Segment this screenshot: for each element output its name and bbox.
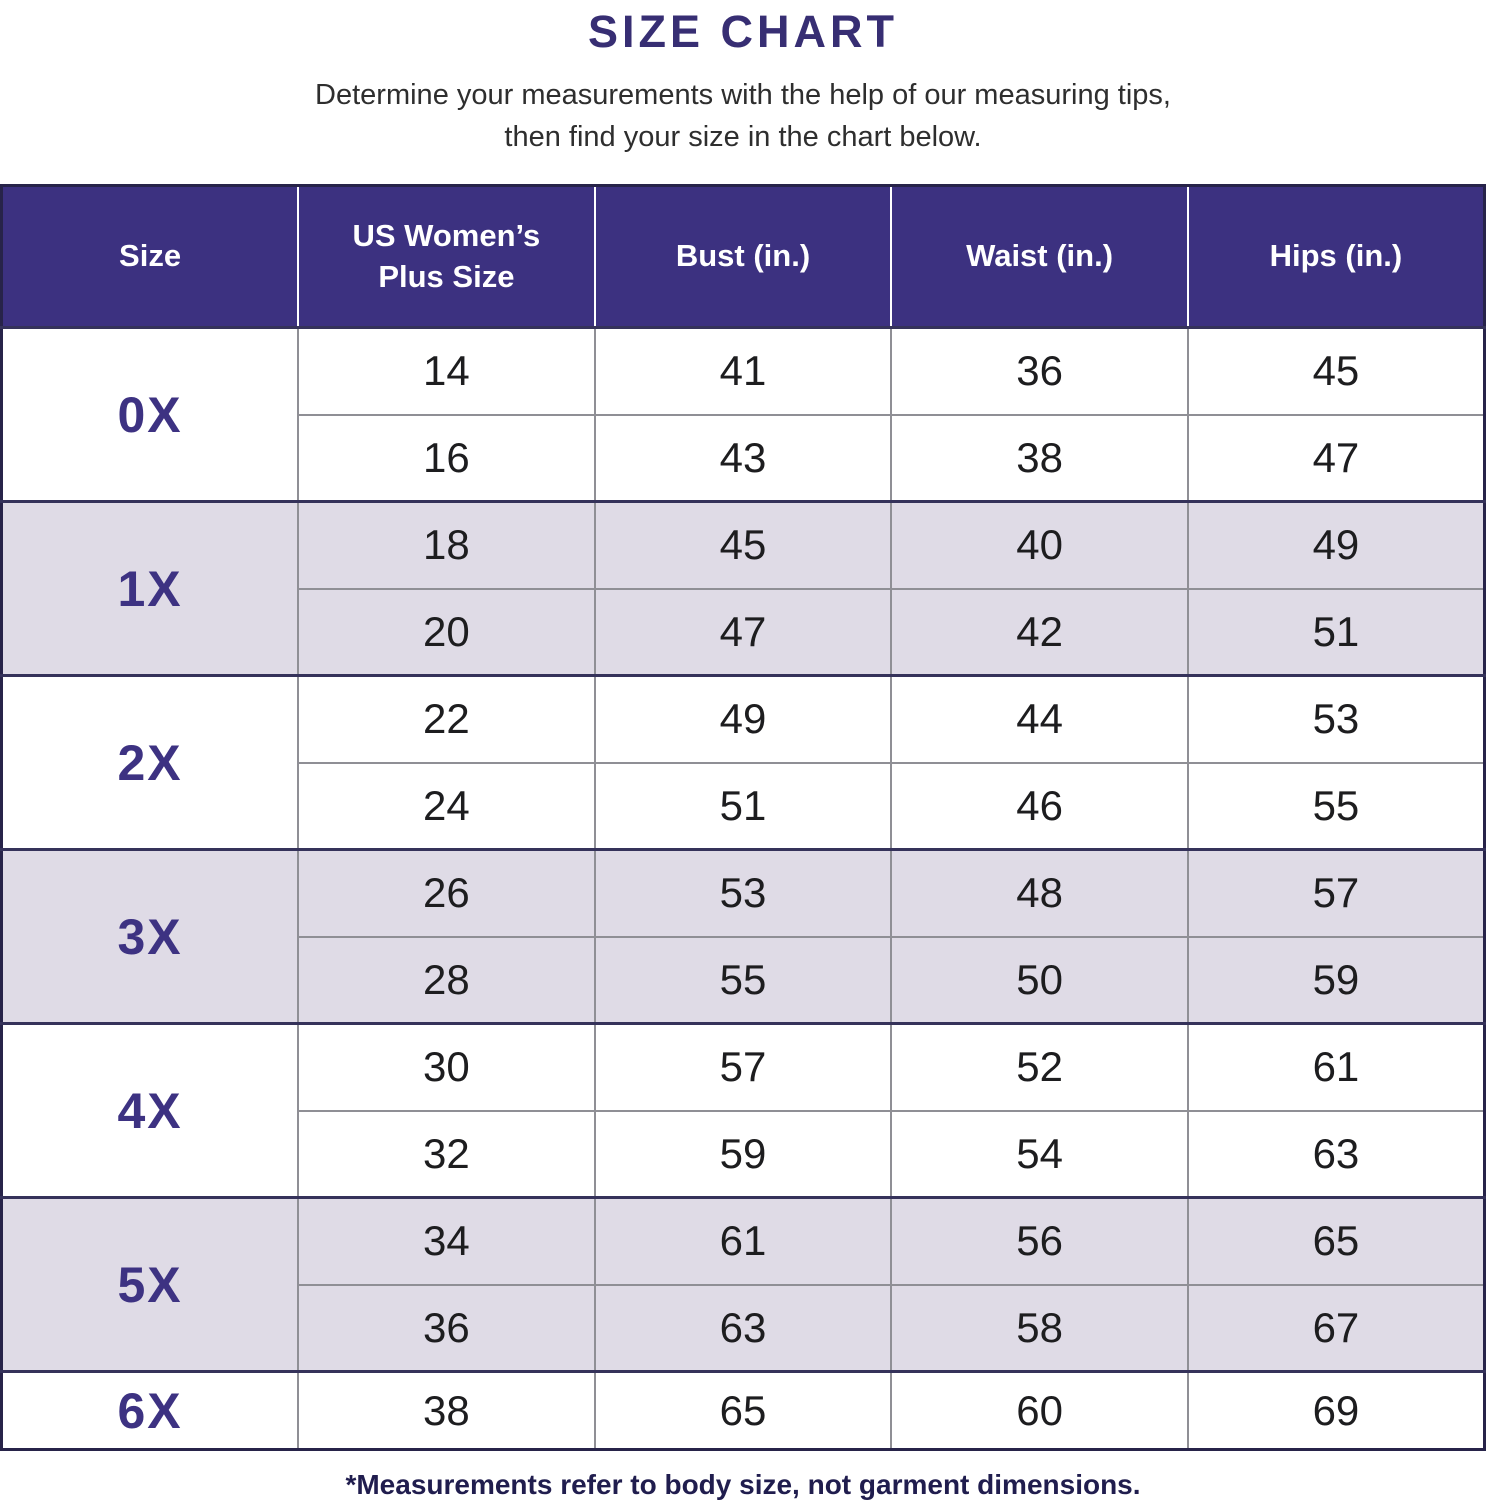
table-row: 20 47 42 51 — [2, 587, 1485, 676]
measurement-cell: 69 — [1186, 1371, 1485, 1450]
measurement-cell: 46 — [890, 761, 1188, 850]
measurement-cell: 34 — [297, 1197, 595, 1285]
subtitle-line-1: Determine your measurements with the hel… — [315, 79, 1171, 111]
measurement-cell: 67 — [1186, 1283, 1485, 1372]
subtitle: Determine your measurements with the hel… — [0, 74, 1486, 158]
measurement-cell: 57 — [1186, 849, 1485, 937]
table-row: 0X 14 41 36 45 — [2, 327, 1485, 443]
measurement-cell: 43 — [593, 413, 892, 502]
measurement-cell: 65 — [593, 1371, 892, 1450]
measurement-cell: 47 — [1186, 413, 1485, 502]
footnote: *Measurements refer to body size, not ga… — [345, 1469, 1141, 1501]
table-row: 1X 18 45 40 49 — [2, 501, 1485, 617]
size-group-6x: 6X 38 65 60 69 — [1, 1371, 1485, 1450]
column-header-bust-in: Bust (in.) — [593, 185, 892, 328]
measurement-cell: 28 — [297, 935, 595, 1024]
header-row: Size US Women’s Plus Size Bust (in.) Waist … — [1, 185, 1485, 328]
measurement-cell: 52 — [890, 1023, 1188, 1111]
measurement-cell: 47 — [593, 587, 892, 676]
size-group-4x: 4X 30 57 52 61 32 59 54 63 — [1, 1023, 1485, 1198]
column-header-waist-in: Waist (in.) — [890, 185, 1188, 328]
measurement-cell: 61 — [1186, 1023, 1485, 1111]
size-label-0x: 0X — [117, 386, 183, 443]
table-row: 28 55 50 59 — [2, 935, 1485, 1024]
subtitle-line-2: then find your size in the chart below. — [504, 121, 982, 154]
measurement-cell: 44 — [890, 675, 1188, 763]
measurement-cell: 45 — [1186, 327, 1485, 415]
page-title: SIZE CHART — [588, 6, 898, 57]
size-label-4x: 4X — [117, 1082, 183, 1139]
size-group-0x: 0X 14 41 36 45 16 43 38 47 — [1, 327, 1485, 502]
measurement-cell: 20 — [297, 587, 595, 676]
table-row: 2X 22 49 44 53 — [2, 675, 1485, 791]
size-chart-table: Size US Women’s Plus Size Bust (in.) Waist … — [0, 184, 1486, 1452]
measurement-cell: 55 — [593, 935, 892, 1024]
table-row: 5X 34 61 56 65 — [2, 1197, 1485, 1313]
measurement-cell: 36 — [890, 327, 1188, 415]
measurement-cell: 42 — [890, 587, 1188, 676]
table-row: 36 63 58 67 — [2, 1283, 1485, 1372]
measurement-cell: 54 — [890, 1109, 1188, 1198]
measurement-cell: 65 — [1186, 1197, 1485, 1285]
measurement-cell: 49 — [1186, 501, 1485, 589]
measurement-cell: 18 — [297, 501, 595, 589]
measurement-cell: 48 — [890, 849, 1188, 937]
measurement-cell: 56 — [890, 1197, 1188, 1285]
measurement-cell: 51 — [1186, 587, 1485, 676]
measurement-cell: 61 — [593, 1197, 892, 1285]
measurement-cell: 24 — [297, 761, 595, 850]
measurement-cell: 51 — [593, 761, 892, 850]
size-group-5x: 5X 34 61 56 65 36 63 58 67 — [1, 1197, 1485, 1372]
measurement-cell: 55 — [1186, 761, 1485, 850]
measurement-cell: 57 — [593, 1023, 892, 1111]
column-header-us-women-s-plus-size: US Women’s Plus Size — [297, 185, 595, 328]
measurement-cell: 45 — [593, 501, 892, 589]
measurement-cell: 22 — [297, 675, 595, 763]
measurement-cell: 41 — [593, 327, 892, 415]
size-group-3x: 3X 26 53 48 57 28 55 50 59 — [1, 849, 1485, 1024]
column-header-size: Size — [1, 185, 299, 328]
measurement-cell: 14 — [297, 327, 595, 415]
size-group-2x: 2X 22 49 44 53 24 51 46 55 — [1, 675, 1485, 850]
measurement-cell: 53 — [593, 849, 892, 937]
table-row: 4X 30 57 52 61 — [2, 1023, 1485, 1139]
table-row: 24 51 46 55 — [2, 761, 1485, 850]
measurement-cell: 63 — [593, 1283, 892, 1372]
size-label-5x: 5X — [117, 1256, 183, 1313]
size-label-3x: 3X — [117, 908, 183, 965]
size-group-1x: 1X 18 45 40 49 20 47 42 51 — [1, 501, 1485, 676]
size-label-1x: 1X — [117, 560, 183, 617]
table-row: 32 59 54 63 — [2, 1109, 1485, 1198]
measurement-cell: 38 — [297, 1371, 595, 1450]
table-row: 16 43 38 47 — [2, 413, 1485, 502]
measurement-cell: 63 — [1186, 1109, 1485, 1198]
measurement-cell: 36 — [297, 1283, 595, 1372]
measurement-cell: 59 — [1186, 935, 1485, 1024]
measurement-cell: 58 — [890, 1283, 1188, 1372]
measurement-cell: 40 — [890, 501, 1188, 589]
measurement-cell: 60 — [890, 1371, 1188, 1450]
measurement-cell: 32 — [297, 1109, 595, 1198]
size-label-6x: 6X — [117, 1382, 183, 1439]
measurement-cell: 26 — [297, 849, 595, 937]
table-row: 6X 38 65 60 69 — [2, 1371, 1485, 1450]
measurement-cell: 16 — [297, 413, 595, 502]
measurement-cell: 59 — [593, 1109, 892, 1198]
table-header: Size US Women’s Plus Size Bust (in.) Waist … — [1, 185, 1485, 328]
measurement-cell: 38 — [890, 413, 1188, 502]
measurement-cell: 50 — [890, 935, 1188, 1024]
table-row: 3X 26 53 48 57 — [2, 849, 1485, 965]
measurement-cell: 30 — [297, 1023, 595, 1111]
size-label-2x: 2X — [117, 734, 183, 791]
column-header-hips-in: Hips (in.) — [1186, 185, 1485, 328]
measurement-cell: 53 — [1186, 675, 1485, 763]
measurement-cell: 49 — [593, 675, 892, 763]
